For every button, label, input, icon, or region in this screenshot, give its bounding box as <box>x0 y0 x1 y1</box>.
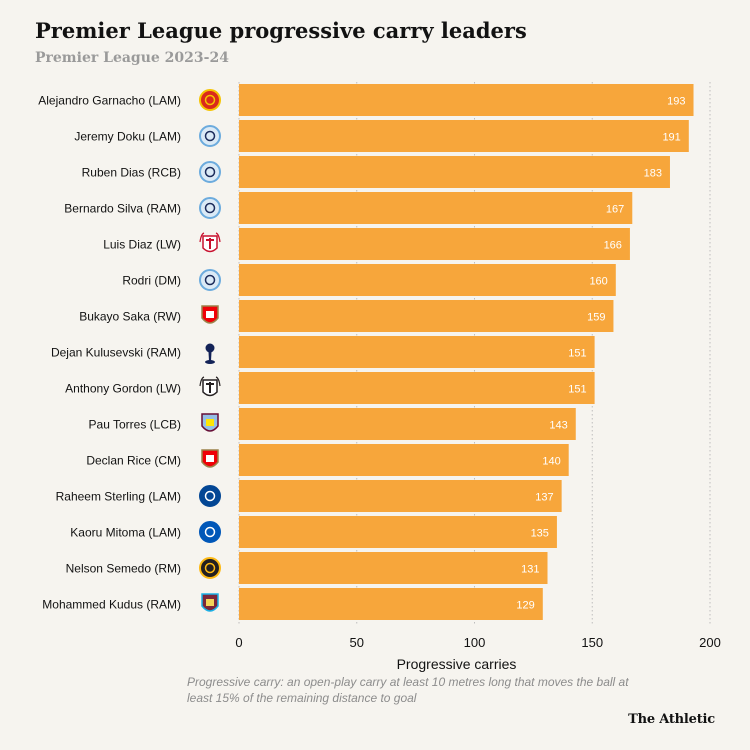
x-axis-label: Progressive carries <box>397 656 517 672</box>
bars: 193 191 183 167 166 160 159 151 151 143 140 137 135 1… <box>239 84 694 620</box>
x-tick-label: 200 <box>699 635 721 650</box>
arsenal-badge-icon <box>201 449 219 468</box>
brand-logo: The Athletic <box>628 712 715 727</box>
bar <box>239 588 543 620</box>
west-ham-badge-icon <box>201 593 219 612</box>
bar <box>239 120 689 152</box>
bar-value-label: 140 <box>542 456 560 468</box>
category-label: Bernardo Silva (RAM) <box>64 202 181 216</box>
bar <box>239 264 616 296</box>
manchester-city-badge-icon <box>199 269 221 291</box>
chart-subtitle: Premier League 2023-24 <box>35 50 229 66</box>
category-label: Kaoru Mitoma (LAM) <box>70 526 181 540</box>
bar-value-label: 131 <box>521 564 539 576</box>
liverpool-badge-icon <box>199 232 221 253</box>
bar-value-label: 151 <box>568 348 586 360</box>
bar <box>239 228 630 260</box>
bar <box>239 156 670 188</box>
manchester-city-badge-icon <box>199 125 221 147</box>
footnote: Progressive carry: an open-play carry at… <box>187 675 629 705</box>
x-tick-label: 150 <box>581 635 603 650</box>
bar-value-label: 159 <box>587 312 605 324</box>
bar-value-label: 183 <box>644 168 662 180</box>
bar-value-label: 193 <box>667 96 685 108</box>
category-labels: Alejandro Garnacho (LAM) Jeremy Doku (LAM… <box>38 94 181 612</box>
bar <box>239 84 694 116</box>
bar <box>239 372 595 404</box>
category-label: Raheem Sterling (LAM) <box>56 490 181 504</box>
bar-value-label: 143 <box>549 420 567 432</box>
category-label: Bukayo Saka (RW) <box>79 310 181 324</box>
x-axis: 0 50 100 150 200 Progressive carries <box>235 635 720 672</box>
category-label: Anthony Gordon (LW) <box>65 382 181 396</box>
bar <box>239 300 614 332</box>
bar-value-label: 160 <box>589 276 607 288</box>
category-label: Dejan Kulusevski (RAM) <box>51 346 181 360</box>
x-tick-label: 0 <box>235 635 242 650</box>
bar <box>239 444 569 476</box>
bar <box>239 408 576 440</box>
category-label: Rodri (DM) <box>122 274 181 288</box>
bar <box>239 516 557 548</box>
brighton-badge-icon <box>199 521 221 543</box>
bar-value-label: 166 <box>604 240 622 252</box>
bar-value-label: 129 <box>516 600 534 612</box>
manchester-city-badge-icon <box>199 161 221 183</box>
aston-villa-badge-icon <box>201 413 219 432</box>
bar <box>239 192 633 224</box>
club-badges <box>199 89 221 612</box>
bar-value-label: 135 <box>531 528 549 540</box>
tottenham-badge-icon <box>205 343 215 364</box>
category-label: Jeremy Doku (LAM) <box>74 130 181 144</box>
category-label: Declan Rice (CM) <box>86 454 181 468</box>
bar-value-label: 151 <box>568 384 586 396</box>
bar <box>239 552 548 584</box>
bar-value-label: 137 <box>535 492 553 504</box>
x-tick-label: 50 <box>350 635 364 650</box>
bar <box>239 480 562 512</box>
manchester-united-badge-icon <box>199 89 221 111</box>
bar-value-label: 167 <box>606 204 624 216</box>
manchester-city-badge-icon <box>199 197 221 219</box>
bar <box>239 336 595 368</box>
chelsea-badge-icon <box>199 485 221 507</box>
wolves-badge-icon <box>199 557 221 579</box>
arsenal-badge-icon <box>201 305 219 324</box>
category-label: Alejandro Garnacho (LAM) <box>38 94 181 108</box>
chart-title: Premier League progressive carry leaders <box>35 18 527 43</box>
category-label: Pau Torres (LCB) <box>89 418 181 432</box>
category-label: Ruben Dias (RCB) <box>82 166 181 180</box>
category-label: Mohammed Kudus (RAM) <box>42 598 181 612</box>
category-label: Luis Diaz (LW) <box>103 238 181 252</box>
bar-value-label: 191 <box>662 132 680 144</box>
x-tick-label: 100 <box>464 635 486 650</box>
newcastle-badge-icon <box>199 376 221 397</box>
category-label: Nelson Semedo (RM) <box>66 562 181 576</box>
